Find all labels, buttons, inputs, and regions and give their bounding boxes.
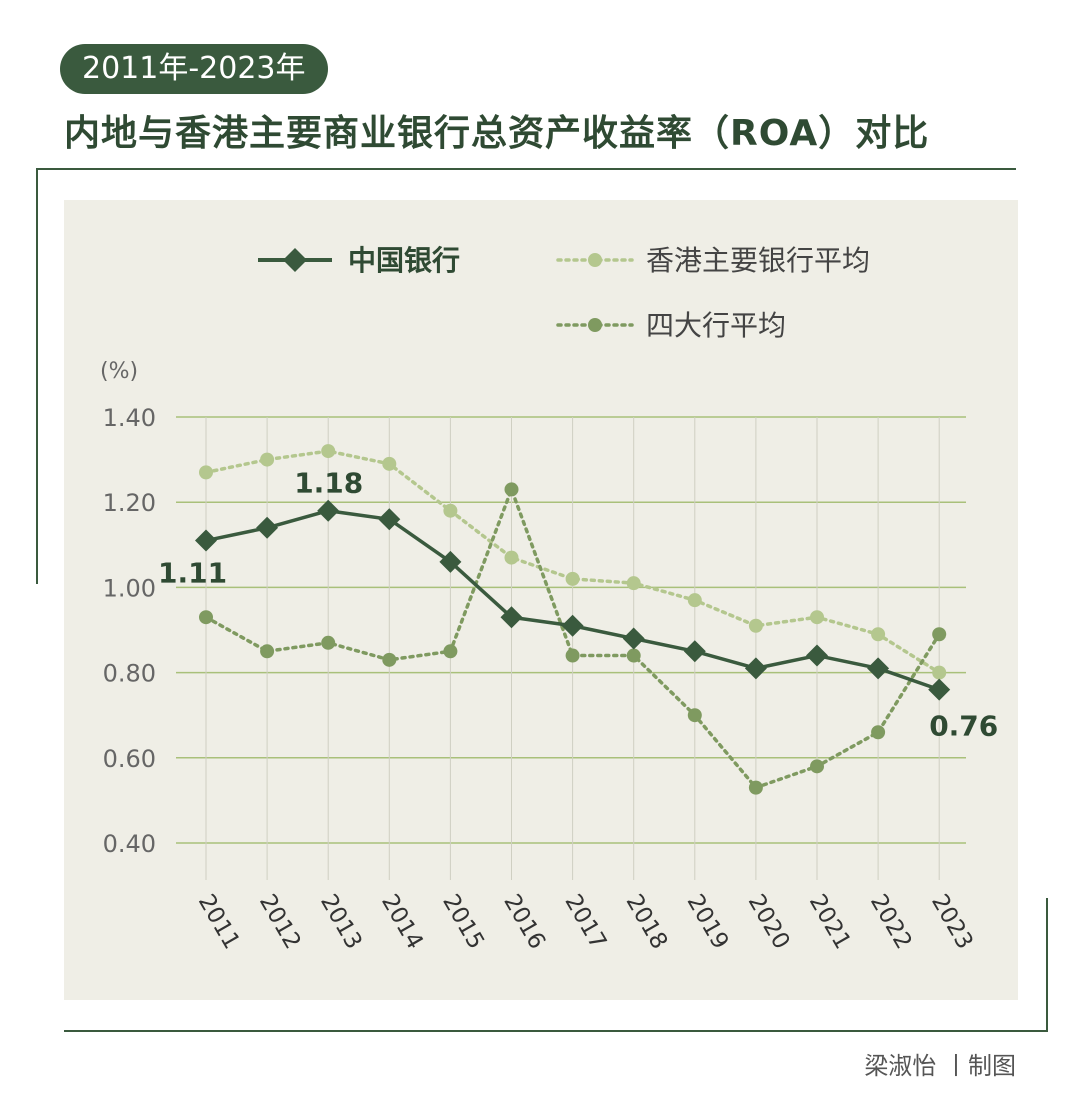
y-tick-label: 1.40	[103, 404, 156, 432]
credit-text: 梁淑怡 丨制图	[864, 1052, 1016, 1080]
legend-label: 香港主要银行平均	[646, 244, 870, 277]
chart-panel	[64, 200, 1018, 1000]
frame-bottom-line	[64, 1030, 1048, 1032]
x-tick-label: 2023	[926, 890, 978, 954]
x-tick-label: 2017	[559, 890, 611, 954]
data-point-s2	[871, 725, 886, 740]
x-tick-label: 2014	[376, 890, 428, 954]
y-unit-label: (%)	[100, 359, 138, 384]
data-point-s1	[504, 550, 519, 565]
frame-left-line	[36, 168, 38, 584]
y-tick-label: 1.00	[103, 574, 156, 602]
x-tick-label: 2018	[621, 890, 673, 954]
data-point-s1	[810, 610, 824, 625]
x-tick-label: 2015	[437, 890, 489, 954]
data-point-s1	[443, 503, 458, 518]
x-tick-label: 2020	[743, 890, 795, 954]
y-tick-label: 0.80	[103, 660, 156, 688]
legend-item-bank-of-china: 中国银行	[258, 244, 460, 277]
legend-swatch-dot	[588, 318, 602, 332]
legend-swatch-diamond	[283, 248, 307, 272]
legend-label: 四大行平均	[646, 309, 786, 342]
data-point-s0	[867, 657, 890, 680]
data-point-s1	[748, 618, 763, 633]
data-point-s0	[683, 640, 706, 663]
data-point-s2	[748, 780, 763, 795]
data-point-s0	[195, 529, 217, 552]
data-point-s0	[439, 550, 462, 573]
legend-label: 中国银行	[348, 244, 460, 277]
data-point-s1	[199, 465, 213, 480]
data-point-s1	[321, 444, 336, 459]
data-point-s1	[871, 627, 886, 642]
data-point-s0	[317, 499, 340, 522]
data-point-s0	[378, 508, 401, 531]
data-point-s0	[256, 516, 279, 539]
data-point-s2	[321, 635, 336, 650]
x-tick-label: 2011	[193, 890, 245, 954]
data-point-s2	[687, 708, 702, 723]
y-tick-label: 0.60	[103, 745, 156, 773]
data-point-s0	[622, 627, 645, 650]
data-point-s2	[932, 627, 947, 642]
x-tick-label: 2019	[682, 890, 734, 954]
y-tick-label: 0.40	[103, 830, 156, 858]
legend-item-big-four-average: 四大行平均	[556, 309, 786, 342]
data-label: 0.76	[929, 710, 998, 743]
chart-title: 内地与香港主要商业银行总资产收益率（ROA）对比	[64, 113, 930, 154]
x-tick-label: 2016	[498, 890, 550, 954]
data-point-s0	[744, 657, 767, 680]
data-point-s2	[565, 648, 580, 663]
y-tick-label: 1.20	[103, 489, 156, 517]
data-point-s1	[932, 665, 947, 680]
data-point-s1	[565, 571, 580, 586]
x-tick-label: 2013	[315, 890, 367, 954]
data-point-s0	[806, 644, 828, 667]
data-label: 1.18	[294, 467, 363, 500]
data-point-s1	[382, 456, 397, 471]
legend-swatch-dot	[588, 253, 602, 267]
x-tick-label: 2012	[254, 890, 306, 954]
data-label: 1.11	[158, 557, 227, 590]
data-point-s0	[500, 606, 523, 629]
data-point-s0	[928, 678, 951, 701]
legend-item-hk-average: 香港主要银行平均	[556, 244, 870, 277]
data-point-s2	[626, 648, 641, 663]
data-point-s2	[199, 610, 213, 625]
data-point-s2	[504, 482, 519, 497]
data-point-s2	[260, 644, 275, 659]
data-point-s2	[382, 652, 397, 667]
period-badge: 2011年-2023年	[60, 44, 328, 94]
x-tick-label: 2022	[865, 890, 917, 954]
data-point-s1	[687, 593, 702, 608]
frame-top-line	[36, 168, 1016, 170]
data-point-s1	[260, 452, 275, 467]
frame-right-line	[1046, 898, 1048, 1032]
data-point-s1	[626, 576, 641, 591]
x-tick-label: 2021	[804, 890, 856, 954]
data-point-s2	[443, 644, 458, 659]
data-point-s0	[561, 614, 584, 637]
data-point-s2	[810, 759, 824, 774]
